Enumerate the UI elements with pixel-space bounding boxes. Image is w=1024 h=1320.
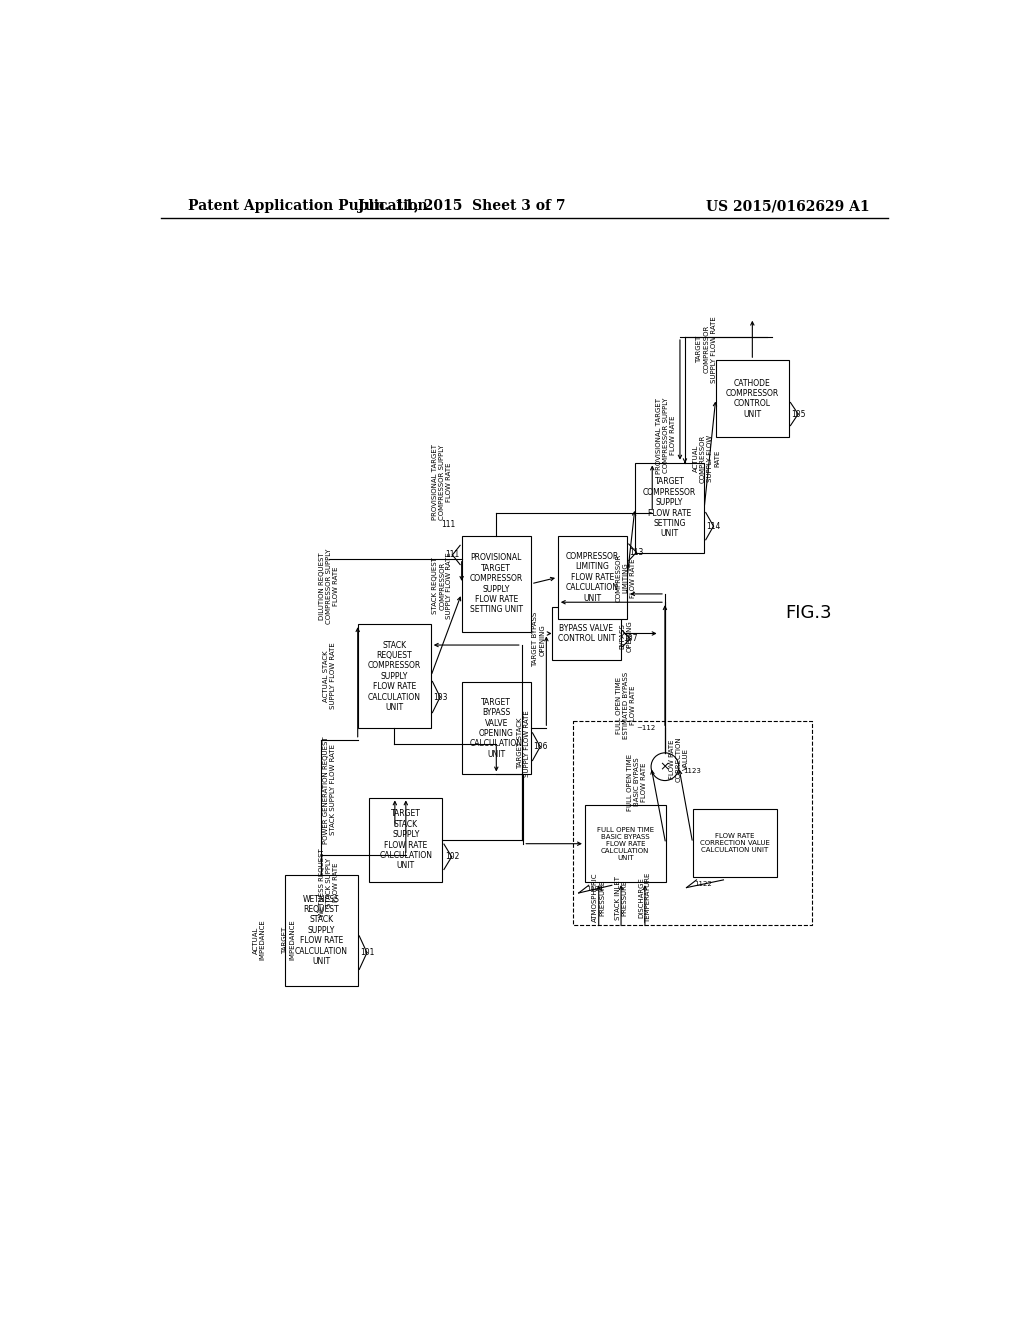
Text: WETNESS
REQUEST
STACK
SUPPLY
FLOW RATE
CALCULATION
UNIT: WETNESS REQUEST STACK SUPPLY FLOW RATE C… xyxy=(295,895,347,966)
Text: Jun. 11, 2015  Sheet 3 of 7: Jun. 11, 2015 Sheet 3 of 7 xyxy=(358,199,565,213)
Text: ×: × xyxy=(659,760,670,774)
Text: FIG.3: FIG.3 xyxy=(784,603,831,622)
Text: 1121: 1121 xyxy=(587,886,604,892)
Bar xyxy=(573,721,812,924)
Text: 114: 114 xyxy=(707,521,721,531)
Bar xyxy=(370,797,442,882)
Text: FLOW RATE
CORRECTION
VALUE: FLOW RATE CORRECTION VALUE xyxy=(669,737,689,781)
Text: FULL OPEN TIME
BASIC BYPASS
FLOW RATE
CALCULATION
UNIT: FULL OPEN TIME BASIC BYPASS FLOW RATE CA… xyxy=(597,826,654,861)
Text: PROVISIONAL TARGET
COMPRESSOR SUPPLY
FLOW RATE: PROVISIONAL TARGET COMPRESSOR SUPPLY FLO… xyxy=(655,397,676,474)
Text: ACTUAL
IMPEDANCE: ACTUAL IMPEDANCE xyxy=(253,920,265,961)
Text: 111: 111 xyxy=(441,520,456,529)
Text: TARGET
COMPRESSOR
SUPPLY
FLOW RATE
SETTING
UNIT: TARGET COMPRESSOR SUPPLY FLOW RATE SETTI… xyxy=(643,478,696,539)
Text: ACTUAL
COMPRESSOR
SUPPLY FLOW
RATE: ACTUAL COMPRESSOR SUPPLY FLOW RATE xyxy=(693,434,720,483)
Text: COMPRESSOR
LIMITING
FLOW RATE: COMPRESSOR LIMITING FLOW RATE xyxy=(615,554,636,602)
Bar xyxy=(357,624,431,729)
Text: 1123: 1123 xyxy=(683,767,701,774)
Text: FULL OPEN TIME
BASIC BYPASS
FLOW RATE: FULL OPEN TIME BASIC BYPASS FLOW RATE xyxy=(628,754,647,810)
Text: PROVISIONAL
TARGET
COMPRESSOR
SUPPLY
FLOW RATE
SETTING UNIT: PROVISIONAL TARGET COMPRESSOR SUPPLY FLO… xyxy=(470,553,523,614)
Bar xyxy=(635,462,705,553)
Text: BYPASS VALVE
CONTROL UNIT: BYPASS VALVE CONTROL UNIT xyxy=(558,624,615,643)
Text: FULL OPEN TIME
ESTIMATED BYPASS
FLOW RATE: FULL OPEN TIME ESTIMATED BYPASS FLOW RAT… xyxy=(615,672,636,739)
Text: 113: 113 xyxy=(630,548,644,557)
Text: POWER GENERATION REQUEST
STACK SUPPLY FLOW RATE: POWER GENERATION REQUEST STACK SUPPLY FL… xyxy=(323,737,336,843)
Text: ~112: ~112 xyxy=(637,725,655,731)
Text: WETNESS REQUEST
STACK SUPPLY
FLOW RATE: WETNESS REQUEST STACK SUPPLY FLOW RATE xyxy=(319,847,339,916)
Bar xyxy=(552,607,621,660)
Text: TARGET
BYPASS
VALVE
OPENING
CALCULATION
UNIT: TARGET BYPASS VALVE OPENING CALCULATION … xyxy=(470,698,523,759)
Text: TARGET
STACK
SUPPLY
FLOW RATE
CALCULATION
UNIT: TARGET STACK SUPPLY FLOW RATE CALCULATIO… xyxy=(379,809,432,870)
Text: 1122: 1122 xyxy=(694,880,712,887)
Text: PROVISIONAL TARGET
COMPRESSOR SUPPLY
FLOW RATE: PROVISIONAL TARGET COMPRESSOR SUPPLY FLO… xyxy=(432,444,453,520)
Text: TARGET
IMPEDANCE: TARGET IMPEDANCE xyxy=(282,920,295,961)
Text: 102: 102 xyxy=(444,853,459,861)
Text: DILUTION REQUEST
COMPRESSOR SUPPLY
FLOW RATE: DILUTION REQUEST COMPRESSOR SUPPLY FLOW … xyxy=(319,548,339,623)
Text: Patent Application Publication: Patent Application Publication xyxy=(188,199,428,213)
Text: STACK INLET
PRESSURE: STACK INLET PRESSURE xyxy=(614,875,628,920)
Text: US 2015/0162629 A1: US 2015/0162629 A1 xyxy=(707,199,869,213)
Text: 101: 101 xyxy=(360,948,375,957)
Bar xyxy=(585,805,666,882)
Bar xyxy=(692,809,777,876)
Text: TARGET BYPASS
OPENING: TARGET BYPASS OPENING xyxy=(532,612,545,668)
Text: BYPASS
OPENING: BYPASS OPENING xyxy=(620,620,632,652)
Bar xyxy=(716,360,788,437)
Bar xyxy=(285,874,357,986)
Text: TARGET
COMPRESSOR
SUPPLY FLOW RATE: TARGET COMPRESSOR SUPPLY FLOW RATE xyxy=(696,315,717,383)
Bar xyxy=(462,682,531,775)
Text: 103: 103 xyxy=(433,693,447,701)
Text: ACTUAL STACK
SUPPLY FLOW RATE: ACTUAL STACK SUPPLY FLOW RATE xyxy=(323,643,336,709)
Text: STACK REQUEST
COMPRESSOR
SUPPLY FLOW RATE: STACK REQUEST COMPRESSOR SUPPLY FLOW RAT… xyxy=(432,552,453,619)
Text: ATMOSPHERIC
PRESSURE: ATMOSPHERIC PRESSURE xyxy=(592,873,605,923)
Text: TARGET STACK
SUPPLY FLOW RATE: TARGET STACK SUPPLY FLOW RATE xyxy=(517,710,529,777)
Bar xyxy=(558,536,628,619)
Text: COMPRESSOR
LIMITING
FLOW RATE
CALCULATION
UNIT: COMPRESSOR LIMITING FLOW RATE CALCULATIO… xyxy=(566,552,620,602)
Text: 111: 111 xyxy=(445,550,460,560)
Bar xyxy=(462,536,531,632)
Text: CATHODE
COMPRESSOR
CONTROL
UNIT: CATHODE COMPRESSOR CONTROL UNIT xyxy=(726,379,779,418)
Text: STACK
REQUEST
COMPRESSOR
SUPPLY
FLOW RATE
CALCULATION
UNIT: STACK REQUEST COMPRESSOR SUPPLY FLOW RAT… xyxy=(368,640,421,711)
Text: 105: 105 xyxy=(792,409,806,418)
Text: FLOW RATE
CORRECTION VALUE
CALCULATION UNIT: FLOW RATE CORRECTION VALUE CALCULATION U… xyxy=(700,833,770,853)
Text: 106: 106 xyxy=(534,742,548,751)
Text: 107: 107 xyxy=(624,634,638,643)
Text: DISCHARGE
TEMPERATURE: DISCHARGE TEMPERATURE xyxy=(638,873,651,923)
